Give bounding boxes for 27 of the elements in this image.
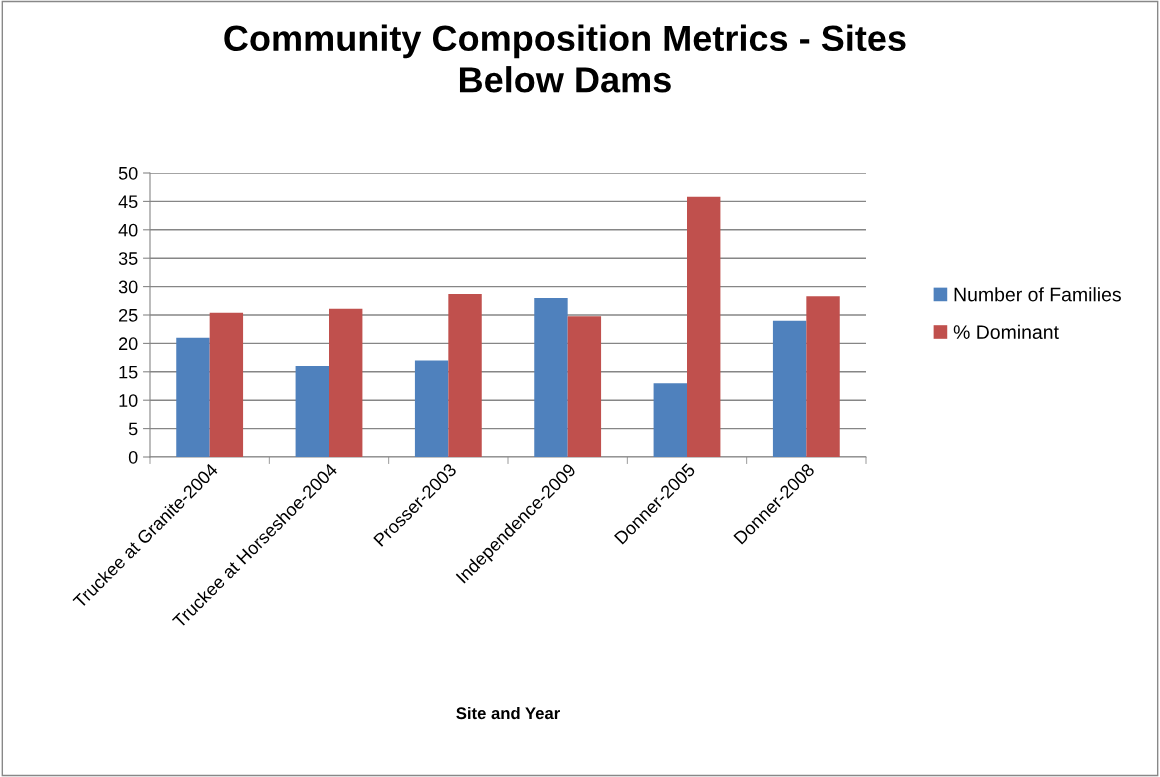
y-tick-label: 15: [119, 365, 138, 379]
bar: [534, 297, 568, 457]
chart-title: Community Composition Metrics - Sites Below Dams: [224, 24, 906, 93]
y-tick-label: 35: [118, 252, 138, 265]
y-tick-label: 50: [118, 166, 138, 180]
x-axis-title: Site and Year: [456, 706, 560, 720]
legend-label: Number of Families: [954, 287, 1121, 302]
bar: [806, 296, 840, 457]
bar: [414, 360, 449, 457]
bar: [653, 383, 687, 457]
bar: [176, 337, 210, 457]
y-tick-label: 20: [119, 337, 138, 351]
y-tick-label: 25: [119, 308, 138, 322]
bar: [329, 308, 363, 457]
bar: [295, 366, 329, 457]
y-tick-label: 10: [119, 394, 138, 407]
y-tick-label: 40: [118, 223, 138, 237]
bar: [687, 196, 721, 457]
y-tick-label: 30: [118, 280, 138, 294]
bar: [448, 293, 482, 457]
y-tick-label: 5: [128, 422, 138, 436]
bar: [772, 320, 807, 457]
bar: [209, 312, 244, 457]
legend-label: % Dominant: [953, 324, 1059, 339]
bar: [567, 316, 602, 457]
y-tick-label: 0: [128, 450, 138, 464]
y-tick-label: 45: [118, 195, 138, 209]
